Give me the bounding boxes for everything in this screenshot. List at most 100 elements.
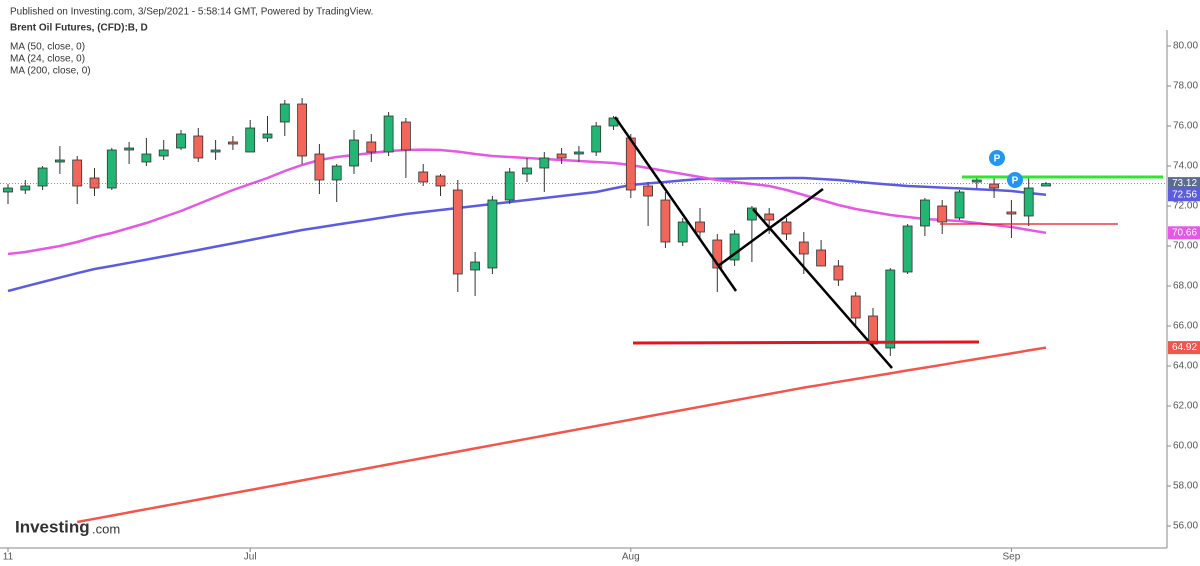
candle-body (227, 141, 238, 145)
y-tick-label: 56.00 (1173, 521, 1198, 532)
candle-body (937, 205, 948, 223)
candle-body (331, 165, 342, 181)
candle-body (1006, 211, 1017, 215)
candle-body (124, 147, 134, 151)
candle-body (522, 167, 532, 175)
marker (989, 150, 1005, 166)
candle-body (816, 249, 826, 267)
header: Published on Investing.com, 3/Sep/2021 -… (10, 7, 373, 18)
y-tick-label: 72.00 (1173, 201, 1198, 212)
y-tick-label: 74.00 (1173, 161, 1198, 172)
y-tick-label: 80.00 (1173, 41, 1198, 52)
candle-body (245, 127, 256, 153)
price-tag-label: 73.12 (1172, 178, 1197, 189)
candle-body (677, 221, 688, 243)
candle-body (902, 225, 913, 273)
candle-body (400, 121, 411, 151)
logo-name: Investing (15, 517, 90, 536)
legend-entry: MA (200, close, 0) (10, 66, 91, 77)
candle-body (106, 149, 117, 189)
y-tick-label: 58.00 (1173, 481, 1198, 492)
candle-body (712, 239, 723, 269)
candle-body (89, 177, 100, 189)
price-tag (1168, 177, 1200, 191)
support-line (632, 340, 980, 345)
candle-body (210, 149, 221, 153)
y-tick-label: 62.00 (1173, 401, 1198, 412)
x-tick-label: Aug (622, 552, 640, 563)
marker-label: P (994, 154, 1001, 165)
candle-body (141, 153, 152, 163)
y-tick-label: 76.00 (1173, 121, 1198, 132)
candle-body (37, 167, 48, 187)
logo: Investing .com (15, 517, 120, 536)
candle-body (158, 149, 169, 157)
candle-body (349, 139, 359, 167)
candle-body (504, 171, 515, 201)
candle-body (556, 153, 567, 159)
candle-body (1041, 183, 1051, 187)
price-tag (1168, 188, 1200, 202)
candle-body (729, 233, 740, 261)
candle-body (574, 151, 584, 155)
x-tick-label: 11 (3, 552, 14, 563)
candle-body (20, 185, 31, 191)
logo-suffix: .com (92, 521, 120, 536)
candle-body (470, 261, 481, 271)
candle-body (3, 187, 13, 193)
y-tick-label: 78.00 (1173, 81, 1198, 92)
trend-line (613, 116, 738, 292)
candle-body (314, 153, 325, 181)
candle-body (868, 315, 878, 345)
y-tick-label: 66.00 (1173, 321, 1198, 332)
candle-body (764, 213, 775, 221)
y-tick-label: 64.00 (1173, 361, 1198, 372)
candle-body (833, 265, 844, 281)
candle-body (954, 191, 965, 219)
candle-body (193, 135, 204, 159)
y-tick-label: 70.00 (1173, 241, 1198, 252)
x-tick-label: Jul (244, 552, 257, 563)
candle-body (72, 159, 83, 187)
candle-body (660, 199, 671, 243)
drawings: P P (613, 116, 1163, 369)
candle-body (695, 221, 705, 233)
candle-body (920, 199, 930, 227)
candle-body (55, 159, 65, 163)
ma-line (7, 176, 1047, 293)
candle-body (781, 221, 792, 235)
candle-body (487, 199, 498, 269)
marker-label: P (1012, 176, 1019, 187)
candle-body (176, 133, 186, 149)
candle-body (366, 141, 377, 153)
candle-body (885, 269, 896, 349)
candle-body (850, 295, 861, 319)
candle-body (643, 185, 653, 197)
candle-body (435, 175, 446, 187)
candle-body (539, 157, 550, 169)
y-tick-label: 68.00 (1173, 281, 1198, 292)
candle-body (418, 171, 429, 183)
x-tick-label: Sep (1003, 552, 1021, 563)
candle-body (279, 103, 290, 123)
price-tag (1168, 341, 1200, 355)
legend-entry: MA (24, close, 0) (10, 54, 85, 65)
candle-body (971, 179, 982, 183)
candle-body (989, 183, 999, 189)
candle-body (591, 125, 602, 153)
y-tick-label: 60.00 (1173, 441, 1198, 452)
candle-body (383, 115, 394, 153)
price-tag-label: 72.56 (1172, 189, 1197, 200)
candle-body (452, 189, 463, 275)
price-tag-label: 70.66 (1172, 227, 1197, 238)
legend-entry: MA (50, close, 0) (10, 42, 85, 53)
candle-body (1023, 187, 1034, 217)
chart-title: Brent Oil Futures, (CFD):B, D (10, 23, 148, 34)
candle-body (297, 103, 308, 157)
candle-body (798, 241, 809, 255)
candle-body (262, 133, 273, 139)
ma-line (76, 346, 1047, 524)
price-tag-label: 64.92 (1172, 342, 1197, 353)
